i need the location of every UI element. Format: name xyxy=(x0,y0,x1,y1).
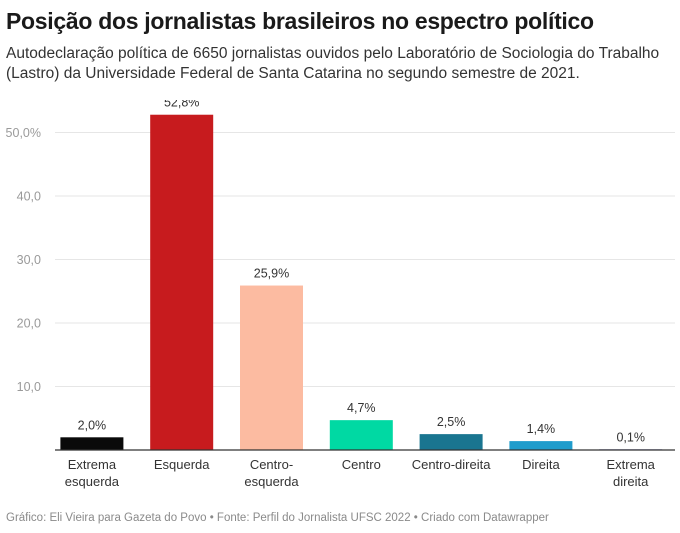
bar xyxy=(509,441,573,450)
x-tick-label: Extrema xyxy=(606,457,655,472)
chart-subtitle: Autodeclaração política de 6650 jornalis… xyxy=(6,45,660,82)
x-tick-label: Centro- xyxy=(250,457,293,472)
data-label: 4,7% xyxy=(347,401,376,415)
data-label: 2,0% xyxy=(78,418,107,432)
y-tick-label: 20,0 xyxy=(17,317,41,331)
bar xyxy=(329,420,393,450)
data-labels: 2,0% 52,8% 25,9% 4,7% 2,5% 1,4% 0,1% xyxy=(78,100,645,444)
y-tick-label: 40,0 xyxy=(17,190,41,204)
x-tick-label: Direita xyxy=(522,457,560,472)
data-label: 52,8% xyxy=(164,100,199,110)
chart-footer-credit: Gráfico: Eli Vieira para Gazeta do Povo … xyxy=(6,512,549,524)
bars xyxy=(60,114,663,450)
bar xyxy=(150,114,214,450)
bar xyxy=(419,434,483,450)
x-tick-label: Centro xyxy=(342,457,381,472)
x-tick-label: Esquerda xyxy=(154,457,210,472)
y-tick-label: 10,0 xyxy=(17,380,41,394)
bar xyxy=(240,285,303,450)
data-label: 0,1% xyxy=(616,430,645,444)
x-tick-label: Extrema xyxy=(68,457,117,472)
x-tick-label: direita xyxy=(613,474,649,489)
data-label: 1,4% xyxy=(527,422,556,436)
x-tick-label: esquerda xyxy=(65,474,120,489)
x-axis-ticks: Extrema esquerda Esquerda Centro-esquerda Ce… xyxy=(65,457,656,489)
x-tick-label: Centro-direita xyxy=(412,457,492,472)
y-axis-ticks: 10,0 20,0 30,0 40,0 50,0% xyxy=(6,126,41,394)
bar-chart: 10,0 20,0 30,0 40,0 50,0% 2,0% 52,8% 25,9% 4,7%… xyxy=(6,100,675,489)
data-label: 2,5% xyxy=(437,415,466,429)
y-tick-label: 50,0% xyxy=(6,126,41,140)
x-tick-label: esquerda xyxy=(244,474,299,489)
y-tick-label: 30,0 xyxy=(17,253,41,267)
data-label: 25,9% xyxy=(254,267,289,281)
bar xyxy=(60,437,124,450)
gridlines xyxy=(55,132,675,387)
chart-title: Posição dos jornalistas brasileiros no e… xyxy=(6,8,594,34)
